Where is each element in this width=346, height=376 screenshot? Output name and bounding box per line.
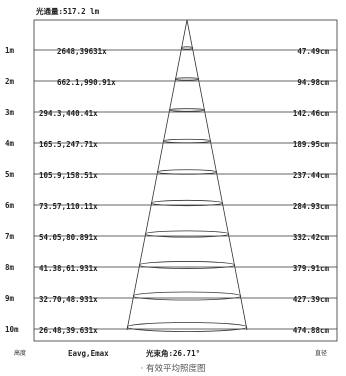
illuminance-value: 73.57,110.11x	[39, 202, 98, 211]
beam-spot-ellipse	[150, 199, 224, 207]
height-axis-label: 高度	[14, 349, 26, 357]
illuminance-value: 165.5,247.71x	[39, 140, 98, 149]
spot-diameter-value: 379.91cm	[293, 264, 330, 273]
beam-spot-ellipse	[162, 138, 212, 144]
illuminance-value: 2648,39631x	[57, 47, 107, 56]
spot-diameter-value: 94.98cm	[297, 78, 329, 87]
beam-left-edge	[126, 19, 188, 331]
beam-angle-label: 光束角:26.71°	[145, 348, 200, 358]
spot-diameter-value: 427.39cm	[293, 295, 330, 304]
spot-diameter-value: 474.88cm	[293, 326, 330, 335]
distance-label: 3m	[5, 108, 15, 117]
diameter-axis-label: 直径	[315, 349, 327, 357]
diagram-frame	[33, 19, 338, 342]
distance-label: 4m	[5, 139, 15, 148]
diagram-caption: · 有效平均照度图	[141, 363, 206, 374]
distance-rows: 1m 2648,39631x 47.49cm 2m 662.1,990.91x 94.98…	[5, 46, 337, 335]
beam-spot-ellipse	[180, 46, 194, 50]
spot-diameter-value: 47.49cm	[297, 47, 329, 56]
beam-spot-ellipse	[132, 291, 242, 301]
spot-diameter-value: 237.44cm	[293, 171, 330, 180]
distance-label: 7m	[5, 232, 15, 241]
beam-spot-ellipse	[156, 169, 218, 175]
distance-label: 1m	[5, 46, 15, 55]
beam-spot-ellipse	[144, 230, 230, 238]
distance-label: 5m	[5, 170, 15, 179]
illuminance-value: 54.05,80.891x	[39, 233, 98, 242]
beam-spot-ellipse	[174, 77, 200, 81]
spot-diameter-value: 189.95cm	[293, 140, 330, 149]
luminous-flux-label: 光通量:517.2 lm	[35, 6, 100, 16]
distance-label: 10m	[5, 325, 19, 334]
distance-label: 2m	[5, 77, 15, 86]
illuminance-value: 32.70,48.931x	[39, 295, 98, 304]
beam-spot-ellipse	[126, 322, 248, 332]
illuminance-axis-label: Eavg,Emax	[68, 349, 109, 358]
beam-spot-ellipse	[168, 108, 206, 112]
illuminance-value: 662.1,990.91x	[57, 78, 116, 87]
spot-diameter-value: 142.46cm	[293, 109, 330, 118]
distance-label: 9m	[5, 294, 15, 303]
illuminance-value: 26.48,39.631x	[39, 326, 98, 335]
illuminance-value: 294.3,440.41x	[39, 109, 98, 118]
distance-label: 6m	[5, 201, 15, 210]
illuminance-value: 41.38,61.931x	[39, 264, 98, 273]
spot-diameter-value: 332.42cm	[293, 233, 330, 242]
spot-diameter-value: 284.93cm	[293, 202, 330, 211]
beam-right-edge	[186, 19, 248, 331]
illuminance-value: 105.9,158.51x	[39, 171, 98, 180]
beam-spot-ellipse	[138, 261, 236, 269]
distance-label: 8m	[5, 263, 15, 272]
